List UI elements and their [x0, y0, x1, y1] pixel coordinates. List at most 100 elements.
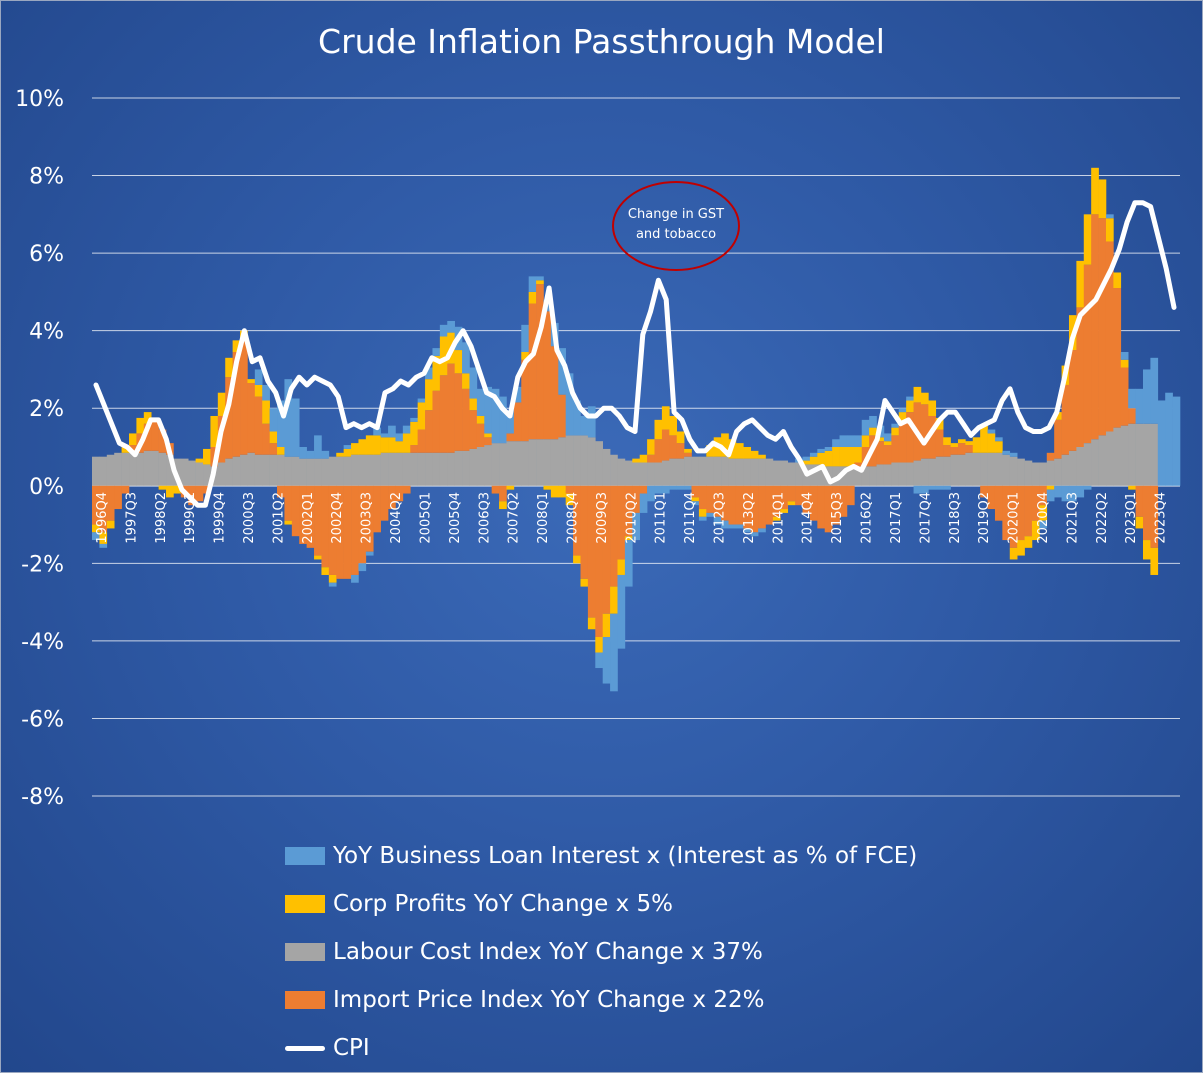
bar-segment [543, 485, 552, 490]
bar-segment [994, 441, 1003, 453]
bar-segment [269, 431, 278, 444]
x-tick-label: 2007Q2 [507, 492, 522, 544]
bar-segment [499, 396, 507, 444]
bar-segment [536, 276, 544, 281]
bar-segment [373, 435, 381, 455]
bar-segment [787, 485, 796, 502]
bar-segment [1128, 485, 1136, 490]
bar-segment [861, 419, 870, 436]
bar-segment [225, 377, 233, 459]
bar-segment [1039, 520, 1048, 529]
bar-segment [906, 462, 914, 486]
x-tick-label: 2020Q1 [1007, 492, 1022, 544]
bar-segment [669, 435, 678, 459]
bar-segment [521, 441, 529, 486]
bar-segment [743, 458, 752, 486]
bar-segment [328, 456, 337, 486]
bar-segment [1002, 454, 1011, 486]
bar-segment [780, 460, 789, 486]
bar-segment [484, 433, 492, 438]
x-tick-label: 2013Q2 [742, 492, 757, 544]
bar-segment [92, 456, 100, 486]
bar-segment [624, 485, 633, 537]
bar-segment [1039, 505, 1048, 521]
bar-segment [824, 450, 833, 467]
bar-segment [99, 456, 108, 486]
bar-segment [1142, 369, 1151, 424]
bar-segment [950, 454, 959, 486]
y-tick-label: 10% [15, 87, 64, 112]
bar-segment [447, 320, 455, 333]
bar-segment [99, 532, 108, 544]
bar-segment [669, 485, 678, 490]
bar-segment [928, 415, 937, 459]
x-tick-label: 1997Q3 [124, 492, 139, 544]
bar-segment [654, 485, 663, 494]
bar-segment [950, 447, 959, 455]
bar-segment [439, 324, 448, 337]
bar-segment [225, 458, 233, 486]
bar-segment [817, 485, 826, 529]
x-tick-label: 2021Q3 [1065, 492, 1080, 544]
bar-segment [417, 452, 426, 486]
bar-segment [876, 437, 885, 442]
bar-segment [632, 462, 641, 486]
bar-segment [380, 485, 389, 521]
bar-segment [817, 448, 826, 453]
bar-segment [972, 437, 981, 453]
bar-segment [735, 524, 744, 529]
bar-segment [980, 425, 988, 453]
bar-segment [299, 458, 307, 486]
bar-segment [846, 485, 855, 506]
y-tick-label: 0% [29, 475, 64, 500]
bar-segment [698, 516, 707, 521]
bar-segment [587, 617, 596, 630]
bar-segment [610, 485, 618, 587]
bar-segment [758, 485, 766, 529]
bar-segment [661, 406, 670, 430]
y-tick-label: -4% [21, 630, 64, 655]
bar-segment [994, 452, 1003, 486]
bar-segment [358, 439, 367, 455]
bar-segment [254, 384, 263, 397]
x-tick-label: 2023Q1 [1124, 492, 1139, 544]
bar-segment [891, 435, 900, 463]
bar-segment [291, 485, 300, 537]
bar-segment [173, 485, 182, 494]
bar-segment [898, 462, 907, 486]
bar-segment [698, 456, 707, 486]
x-tick-label: 2006Q3 [477, 492, 492, 544]
bar-segment [861, 435, 870, 447]
bar-segment [684, 485, 692, 490]
bar-segment [306, 450, 315, 459]
bar-segment [188, 460, 196, 486]
bar-segment [306, 485, 315, 548]
bar-segment [957, 454, 966, 486]
bar-segment [691, 501, 700, 506]
bar-segment [402, 425, 411, 434]
bar-segment [1128, 388, 1136, 409]
annotation-ellipse [612, 181, 740, 271]
bar-segment [750, 450, 759, 459]
bar-segment [721, 485, 729, 521]
bar-segment [1120, 425, 1129, 486]
bar-segment [617, 559, 626, 575]
bar-segment [129, 445, 137, 453]
bar-segment [898, 423, 907, 463]
bar-segment [158, 485, 167, 490]
bar-segment [158, 452, 167, 486]
bar-segment [314, 458, 322, 486]
bar-segment [143, 423, 152, 451]
bar-segment [758, 454, 766, 459]
bar-segment [854, 462, 863, 467]
bar-segment [580, 578, 589, 587]
bar-segment [291, 456, 300, 486]
bar-segment [787, 501, 796, 506]
bar-segment [373, 454, 381, 486]
bar-segment [388, 485, 396, 510]
bar-segment [1120, 367, 1129, 426]
bar-segment [684, 452, 692, 457]
bar-segment [691, 456, 700, 486]
bar-segment [647, 462, 655, 486]
bar-segment [920, 404, 929, 459]
